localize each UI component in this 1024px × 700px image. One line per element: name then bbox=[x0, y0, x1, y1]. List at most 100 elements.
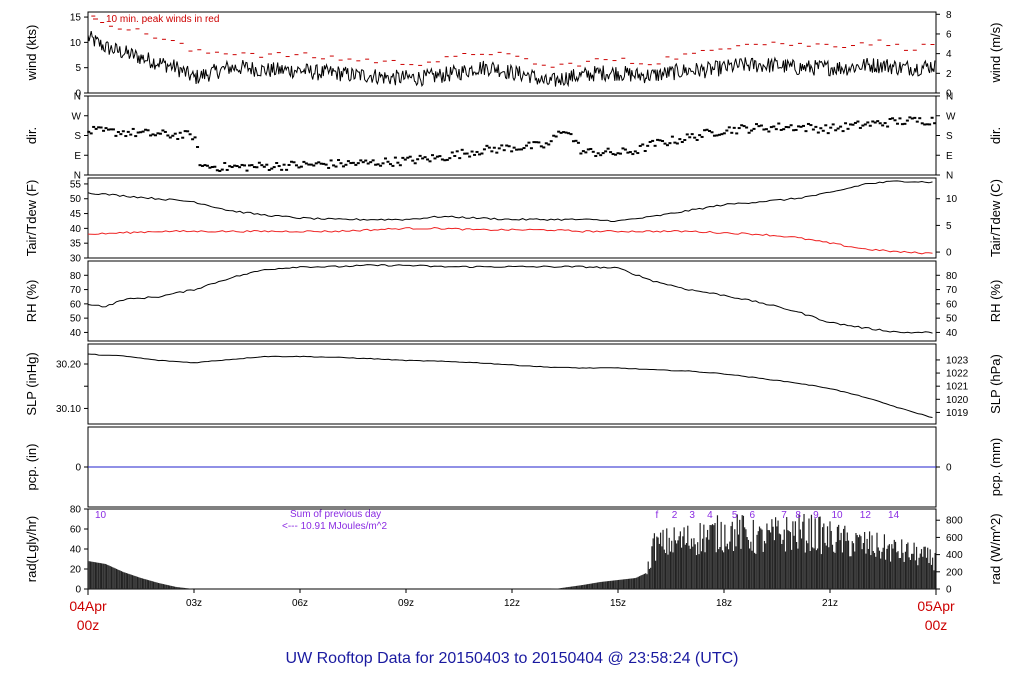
left-tick-label: 80 bbox=[70, 505, 82, 516]
direction-point bbox=[891, 117, 895, 120]
direction-point bbox=[272, 166, 276, 169]
right-tick-label: N bbox=[946, 92, 953, 103]
direction-point bbox=[596, 152, 600, 155]
rad-sum-value: <--- 10.91 MJoules/m^2 bbox=[282, 521, 387, 532]
direction-point bbox=[816, 131, 820, 134]
direction-point bbox=[359, 159, 363, 162]
direction-point bbox=[161, 129, 165, 132]
y-axis-label-right: Tair/Tdew (C) bbox=[988, 179, 1003, 257]
direction-point bbox=[238, 166, 242, 169]
direction-point bbox=[265, 163, 269, 166]
direction-point bbox=[351, 161, 355, 164]
direction-point bbox=[245, 169, 249, 172]
direction-point bbox=[314, 162, 318, 165]
direction-point bbox=[277, 165, 281, 168]
direction-point bbox=[480, 152, 484, 155]
direction-point bbox=[609, 151, 613, 154]
direction-point bbox=[166, 134, 170, 137]
direction-point bbox=[695, 138, 699, 141]
direction-point bbox=[178, 131, 182, 134]
direction-point bbox=[213, 165, 217, 168]
panel-frame-1 bbox=[87, 95, 937, 176]
tair-line bbox=[87, 180, 933, 222]
direction-point bbox=[802, 124, 805, 127]
direction-point bbox=[569, 133, 573, 136]
direction-point bbox=[374, 163, 378, 166]
rad-sum-label: Sum of previous day bbox=[290, 509, 381, 520]
direction-point bbox=[468, 155, 472, 158]
direction-point bbox=[626, 151, 630, 154]
right-tick-label: 1019 bbox=[946, 408, 969, 419]
rad-hour-label: 2 bbox=[672, 510, 678, 521]
direction-point bbox=[861, 124, 865, 127]
direction-point bbox=[408, 155, 412, 158]
direction-point bbox=[411, 159, 415, 162]
direction-point bbox=[384, 157, 388, 160]
direction-point bbox=[398, 164, 402, 167]
direction-point bbox=[304, 162, 308, 165]
y-axis-label-left: Tair/Tdew (F) bbox=[24, 180, 39, 257]
direction-point bbox=[146, 129, 150, 132]
x-tick-label: 09z bbox=[398, 598, 414, 609]
direction-point bbox=[586, 148, 590, 151]
direction-point bbox=[658, 139, 662, 142]
direction-point bbox=[433, 157, 437, 160]
direction-point bbox=[883, 122, 887, 125]
direction-point bbox=[317, 161, 321, 164]
direction-point bbox=[443, 159, 447, 162]
y-axis-label-right: RH (%) bbox=[988, 280, 1003, 323]
direction-point bbox=[881, 124, 885, 127]
direction-point bbox=[141, 130, 145, 133]
direction-point bbox=[435, 155, 439, 158]
left-tick-label: 60 bbox=[70, 525, 82, 536]
direction-point bbox=[327, 166, 331, 169]
direction-point bbox=[876, 120, 880, 123]
direction-point bbox=[868, 124, 872, 127]
direction-point bbox=[223, 161, 227, 164]
direction-point bbox=[895, 122, 899, 125]
right-tick-label: 4 bbox=[946, 49, 952, 60]
y-axis-label-left: pcp. (in) bbox=[24, 444, 39, 491]
direction-point bbox=[836, 127, 840, 130]
direction-point bbox=[591, 150, 595, 153]
direction-point bbox=[769, 126, 773, 129]
direction-point bbox=[233, 164, 237, 167]
direction-point bbox=[208, 166, 212, 169]
direction-point bbox=[171, 134, 175, 137]
direction-point bbox=[329, 159, 333, 162]
direction-point bbox=[708, 130, 712, 133]
right-tick-label: 50 bbox=[946, 314, 958, 325]
right-tick-label: 0 bbox=[946, 248, 952, 259]
direction-point bbox=[388, 163, 392, 166]
rad-hour-label: 4 bbox=[707, 510, 713, 521]
rad-hour-label: 7 bbox=[781, 510, 787, 521]
direction-point bbox=[683, 139, 687, 142]
direction-point bbox=[747, 131, 751, 134]
direction-point bbox=[136, 131, 140, 134]
direction-point bbox=[482, 148, 486, 151]
direction-point bbox=[646, 144, 650, 147]
direction-point bbox=[745, 126, 749, 129]
direction-point bbox=[552, 134, 556, 137]
footer-title: UW Rooftop Data for 20150403 to 20150404… bbox=[285, 650, 739, 667]
left-tick-label: 60 bbox=[70, 299, 82, 310]
direction-point bbox=[767, 130, 771, 133]
left-tick-label: 30.10 bbox=[56, 404, 81, 415]
direction-point bbox=[710, 131, 714, 134]
direction-point bbox=[89, 132, 93, 135]
direction-point bbox=[270, 167, 274, 170]
direction-point bbox=[502, 149, 506, 152]
direction-point bbox=[302, 160, 306, 163]
left-tick-label: 40 bbox=[70, 328, 82, 339]
direction-point bbox=[925, 123, 929, 126]
direction-point bbox=[633, 150, 637, 153]
y-axis-label-left: RH (%) bbox=[24, 280, 39, 323]
direction-point bbox=[218, 170, 222, 173]
direction-point bbox=[829, 126, 833, 129]
direction-point bbox=[346, 160, 350, 163]
direction-point bbox=[416, 158, 420, 161]
direction-point bbox=[334, 165, 338, 168]
slp-line bbox=[87, 353, 933, 418]
right-tick-label: W bbox=[946, 111, 956, 122]
